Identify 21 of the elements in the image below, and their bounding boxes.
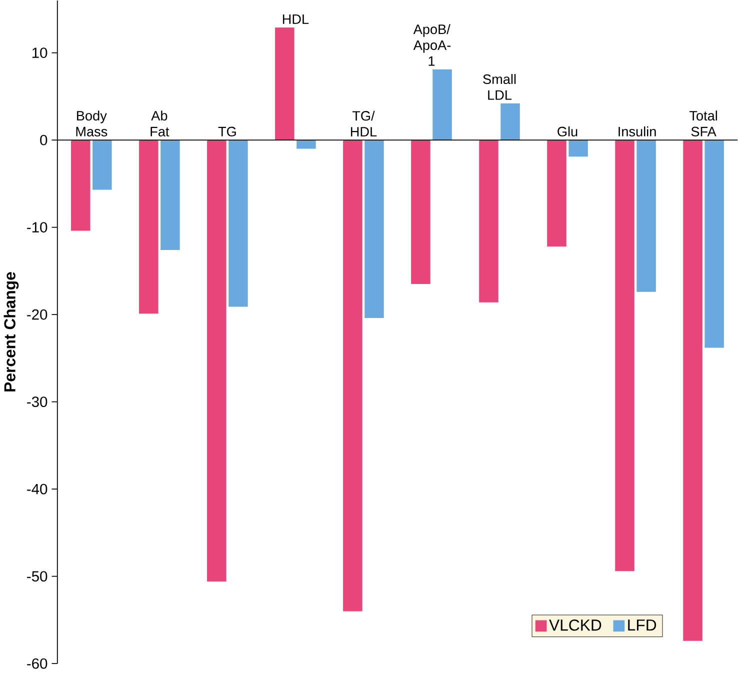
y-tick-label: -20 (27, 310, 48, 320)
legend-label: LFD (628, 620, 656, 631)
y-tick-label: 0 (40, 135, 48, 146)
y-tick-label: -50 (27, 571, 48, 582)
x-tick-label: HDL (282, 14, 309, 24)
x-tick-label: Total SFA (689, 110, 718, 137)
x-tick-label: Body Mass (76, 110, 108, 137)
x-tick-label: Small LDL (483, 74, 516, 100)
y-tick-label: -30 (27, 396, 48, 408)
y-tick-label: -60 (27, 658, 48, 669)
x-tick-label: ApoB/ ApoA-1 (413, 24, 451, 66)
legend-label: VLCKD (549, 620, 602, 631)
y-tick-label: 10 (32, 48, 48, 58)
x-tick-label: TG/ HDL (350, 110, 377, 137)
x-tick-label: Ab Fat (150, 110, 170, 137)
y-axis-title: Percent Change (4, 272, 19, 392)
y-tick-label: -10 (27, 222, 48, 233)
y-tick-label: -40 (27, 484, 48, 494)
x-tick-label: Glu (558, 126, 578, 137)
x-tick-label: TG (218, 127, 236, 137)
x-tick-label: Insulin (618, 126, 656, 137)
